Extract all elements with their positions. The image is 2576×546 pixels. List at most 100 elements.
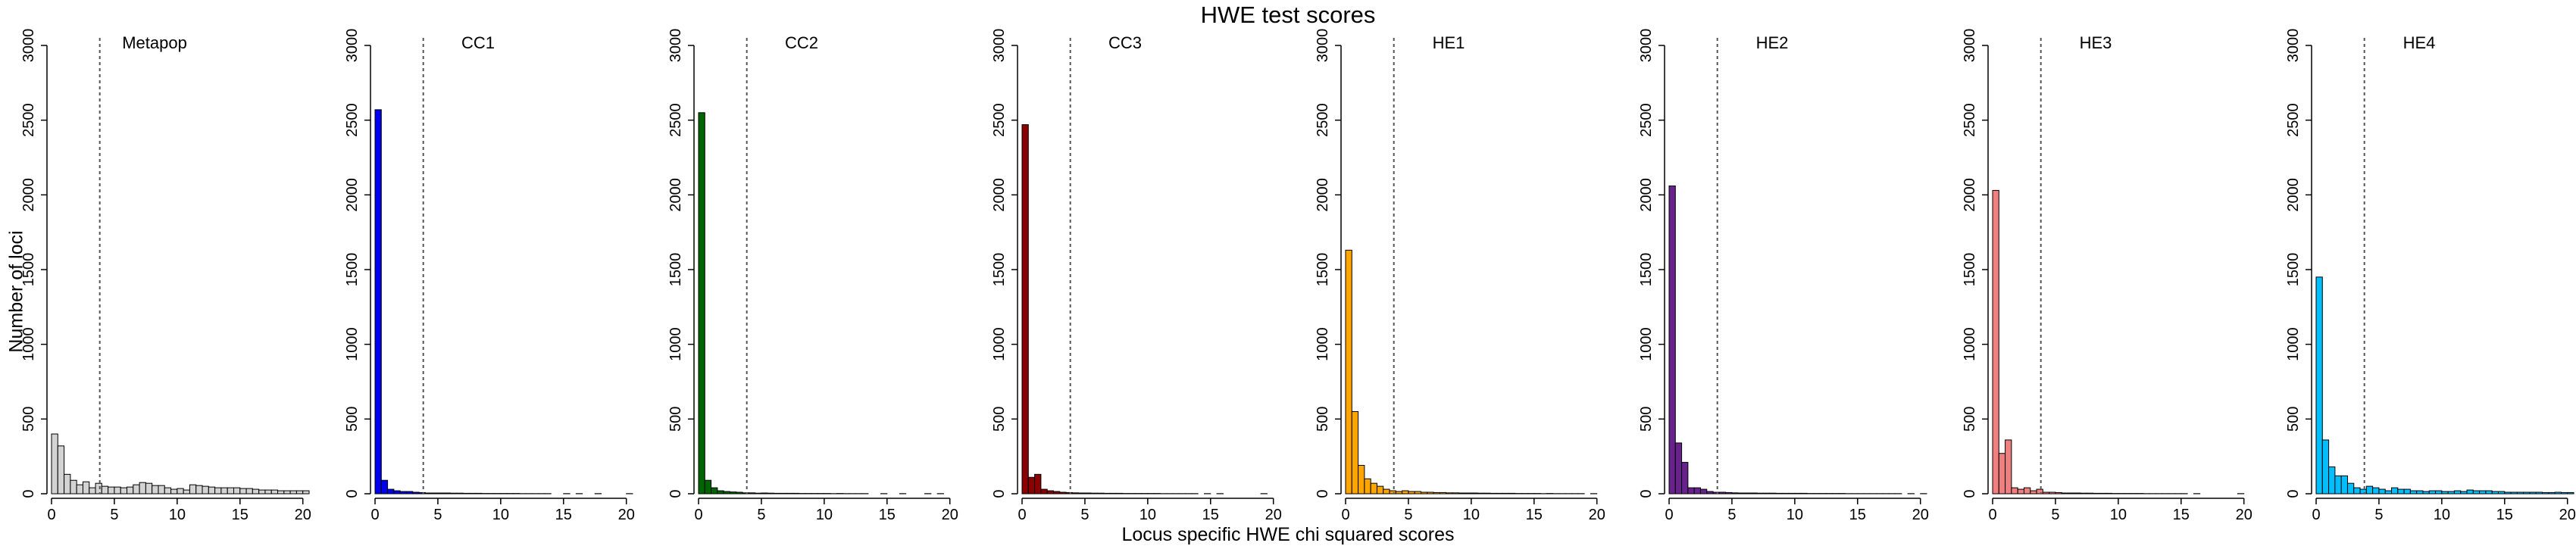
x-tick-label: 15 [1526, 507, 1543, 523]
histogram-bar [755, 493, 761, 494]
histogram-bar [1110, 493, 1116, 494]
x-tick-label: 5 [110, 507, 118, 523]
histogram-bar [246, 488, 252, 494]
histogram-bar [1377, 486, 1383, 494]
histogram-bar [1104, 493, 1110, 494]
histogram-bar [394, 491, 400, 494]
histogram-bar [233, 488, 239, 494]
histogram-bar [265, 490, 271, 494]
histogram-bar [120, 488, 127, 494]
histogram-bar [699, 113, 705, 494]
histogram-bar [2524, 492, 2530, 494]
histogram-bar [1694, 488, 1700, 494]
y-tick-label: 3000 [2285, 29, 2302, 63]
y-tick-label: 1500 [20, 253, 37, 287]
histogram-bar [1719, 492, 1725, 494]
y-tick-label: 2000 [2285, 178, 2302, 212]
histogram-bar [177, 488, 183, 494]
histogram-bar [1458, 493, 1465, 494]
y-tick-label: 0 [344, 489, 361, 498]
histogram-bar [2429, 491, 2435, 494]
histogram-bar [1352, 411, 1358, 494]
histogram-bar [1490, 493, 1496, 494]
x-tick-label: 10 [1140, 507, 1156, 523]
histogram-bar [1477, 493, 1483, 494]
y-tick-label: 2500 [2285, 103, 2302, 137]
x-tick-label: 20 [942, 507, 958, 523]
histogram-bar [171, 489, 177, 494]
y-tick-label: 2500 [667, 103, 684, 137]
histogram-bar [2335, 476, 2341, 494]
histogram-bar [2037, 489, 2043, 494]
x-tick-label: 5 [433, 507, 442, 523]
histogram-bar [1028, 477, 1034, 494]
y-tick-label: 500 [20, 407, 37, 432]
histogram-bar [2417, 491, 2423, 494]
histogram-bar [1471, 493, 1477, 494]
y-tick-label: 0 [1638, 489, 1655, 498]
histogram-bar [457, 493, 463, 494]
histogram-bar [1041, 489, 1047, 494]
histogram-bar [1770, 493, 1776, 494]
x-tick-label: 20 [2559, 507, 2576, 523]
y-tick-label: 3000 [1638, 29, 1655, 63]
histogram-bar [2568, 492, 2574, 494]
x-tick-label: 5 [2051, 507, 2059, 523]
histogram-bar [2099, 493, 2106, 494]
x-tick-label: 20 [618, 507, 635, 523]
y-tick-label: 500 [1638, 407, 1655, 432]
y-tick-label: 2000 [344, 178, 361, 212]
x-tick-label: 20 [295, 507, 311, 523]
histogram-bar [1047, 491, 1053, 494]
histogram-bar [208, 487, 214, 494]
histogram-bar [259, 490, 265, 494]
histogram-bar [2354, 488, 2360, 494]
histogram-bar [2511, 492, 2517, 494]
histogram-bar [1053, 491, 1059, 494]
histogram-bar [2467, 490, 2473, 494]
y-tick-label: 0 [1315, 489, 1331, 498]
histogram-bar [1795, 493, 1801, 494]
histogram-bar [406, 491, 412, 494]
y-tick-label: 1500 [991, 253, 1008, 287]
histogram-bar [2366, 486, 2372, 494]
histogram-bar [2018, 489, 2024, 494]
histogram-bar [1993, 190, 1999, 494]
histogram-bar [77, 485, 83, 494]
panel-title: HE2 [1756, 33, 1789, 52]
histogram-bar [375, 110, 381, 494]
histogram-bar [1358, 466, 1365, 494]
histogram-bar [742, 493, 749, 494]
histogram-bar [1098, 493, 1104, 494]
y-tick-label: 1000 [1962, 327, 1978, 361]
histogram-bar [2454, 491, 2460, 494]
histogram-bar [108, 487, 114, 494]
histogram-bar [1801, 493, 1807, 494]
x-tick-label: 10 [492, 507, 509, 523]
panel-title: Metapop [122, 33, 187, 52]
y-tick-label: 1500 [2285, 253, 2302, 287]
x-tick-label: 0 [1988, 507, 1996, 523]
x-tick-label: 10 [2434, 507, 2450, 523]
histogram-bar [444, 493, 450, 494]
y-tick-label: 2500 [1962, 103, 1978, 137]
histogram-bar [2074, 493, 2080, 494]
x-tick-label: 5 [1727, 507, 1736, 523]
histogram-bar [2093, 493, 2099, 494]
x-tick-label: 0 [47, 507, 55, 523]
histogram-bar [1365, 479, 1371, 494]
x-tick-label: 0 [370, 507, 379, 523]
histogram-bar [1035, 474, 1041, 494]
histogram-bar [83, 482, 89, 494]
y-tick-label: 3000 [1315, 29, 1331, 63]
histogram-bar [2341, 476, 2347, 494]
histogram-bar [469, 493, 475, 494]
histogram-bar [786, 493, 792, 494]
histogram-bar [1427, 492, 1433, 494]
histogram-bar [1433, 492, 1440, 494]
histogram-bar [133, 485, 139, 494]
histogram-bar [730, 492, 736, 494]
histogram-bar [303, 491, 309, 494]
histogram-bar [451, 493, 457, 494]
